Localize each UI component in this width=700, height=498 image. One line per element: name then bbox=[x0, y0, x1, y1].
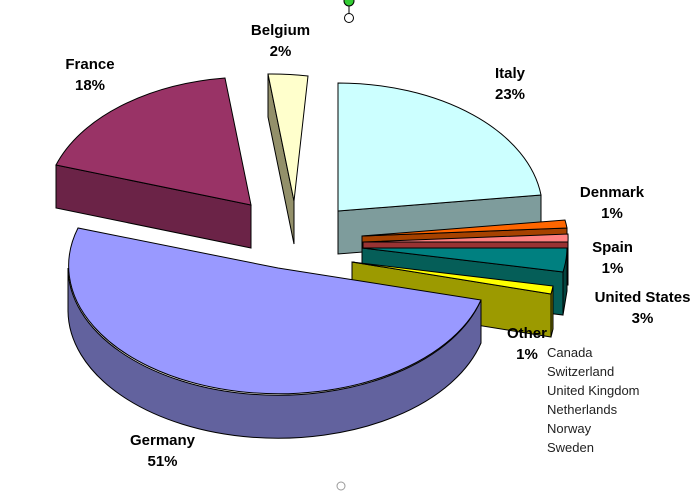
label-other-name: Other bbox=[506, 325, 547, 342]
label-spain-name: Spain bbox=[592, 239, 633, 256]
slice-top[interactable] bbox=[361, 247, 568, 273]
other-breakdown-item: Canada bbox=[547, 345, 593, 360]
other-breakdown-item: Sweden bbox=[547, 440, 594, 455]
label-italy-pct: 23% bbox=[494, 86, 526, 103]
label-belgium-pct: 2% bbox=[269, 43, 292, 60]
label-united-states[interactable]: United States 3% bbox=[585, 287, 700, 329]
label-germany-name: Germany bbox=[129, 432, 196, 449]
other-breakdown-item: United Kingdom bbox=[547, 383, 640, 398]
label-belgium-name: Belgium bbox=[250, 22, 311, 39]
rotate-handle-icon[interactable] bbox=[343, 0, 355, 7]
label-united-states-name: United States bbox=[594, 289, 691, 306]
bottom-selection-handle-icon[interactable] bbox=[336, 481, 346, 491]
label-germany-pct: 51% bbox=[147, 453, 178, 470]
label-other-pct: 1% bbox=[516, 346, 538, 363]
label-denmark[interactable]: Denmark 1% bbox=[562, 182, 662, 224]
label-france-name: France bbox=[65, 56, 115, 73]
slice-top[interactable] bbox=[362, 233, 569, 243]
label-denmark-pct: 1% bbox=[601, 205, 623, 222]
slice-top[interactable] bbox=[55, 77, 252, 206]
pie-slice-france[interactable] bbox=[55, 77, 252, 249]
slice-side[interactable] bbox=[67, 267, 482, 439]
top-selection-handle-group[interactable] bbox=[343, 0, 355, 23]
other-breakdown-item: Norway bbox=[547, 421, 592, 436]
label-italy-name: Italy bbox=[494, 65, 525, 82]
label-spain[interactable]: Spain 1% bbox=[570, 237, 655, 279]
pie-slice-germany[interactable] bbox=[67, 227, 482, 439]
label-italy[interactable]: Italy 23% bbox=[460, 63, 560, 105]
other-breakdown-list: Canada Switzerland United Kingdom Nether… bbox=[547, 343, 640, 457]
slice-top[interactable] bbox=[68, 227, 482, 395]
label-denmark-name: Denmark bbox=[579, 184, 645, 201]
pie-slice-belgium[interactable] bbox=[267, 73, 309, 245]
other-breakdown-item: Switzerland bbox=[547, 364, 615, 379]
selection-handle-icon[interactable] bbox=[344, 13, 354, 23]
slice-top[interactable] bbox=[337, 82, 542, 212]
label-france-pct: 18% bbox=[74, 77, 106, 94]
label-other[interactable]: Other 1% bbox=[492, 323, 562, 365]
slice-top[interactable] bbox=[267, 73, 309, 202]
slice-top[interactable] bbox=[351, 261, 554, 295]
label-belgium[interactable]: Belgium 2% bbox=[228, 20, 333, 62]
label-united-states-pct: 3% bbox=[631, 310, 654, 327]
slice-top[interactable] bbox=[361, 219, 568, 237]
other-breakdown-item: Netherlands bbox=[547, 402, 618, 417]
label-spain-pct: 1% bbox=[601, 260, 624, 277]
label-germany[interactable]: Germany 51% bbox=[105, 430, 220, 472]
label-france[interactable]: France 18% bbox=[35, 54, 145, 96]
